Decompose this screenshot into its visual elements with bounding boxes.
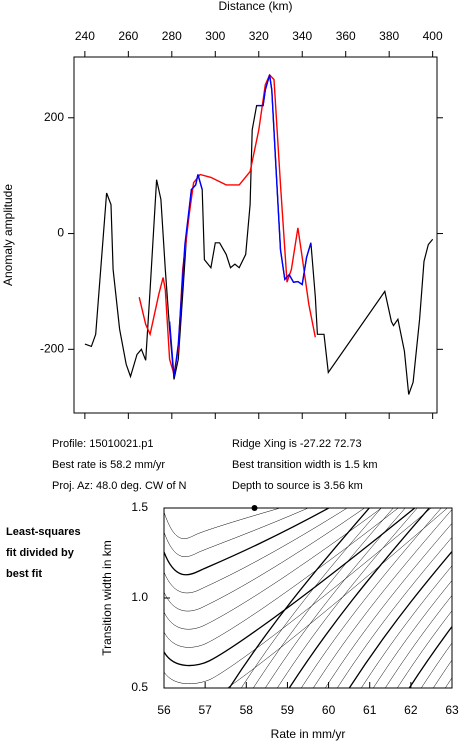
contour [288,508,431,688]
x-tick-label: 61 [363,703,377,717]
plot-frame [73,56,438,414]
x-tick-label: 320 [249,29,269,43]
y-tick-label: 1.5 [131,500,148,514]
contour [228,508,371,688]
info-text: Depth to source is 3.56 km [232,480,363,492]
info-text: Best transition width is 1.5 km [232,459,378,471]
contour [164,508,382,630]
contour [253,508,394,688]
info-text: Best rate is 58.2 mm/yr [52,459,165,471]
x-tick-label: 240 [75,29,95,43]
contour [164,508,331,576]
x-tick-label: 59 [281,703,295,717]
x-tick-label: 57 [198,703,212,717]
x-tick-label: 340 [292,29,312,43]
x-tick-label: 63 [445,703,459,717]
contour [397,610,452,688]
x-axis-label: Rate in mm/yr [271,727,346,741]
contour [277,508,418,688]
contour [241,508,382,688]
x-tick-label: 360 [336,29,356,43]
contour [348,550,452,688]
y-axis-label: Transition width in km [100,540,114,656]
contour [164,508,399,648]
info-text: Proj. Az: 48.0 deg. CW of N [52,480,187,492]
y-tick-label: 0 [57,226,64,240]
x-tick-label: 300 [205,29,225,43]
contour [164,508,416,667]
contour [164,508,281,539]
contour [361,565,452,688]
x-tick-label: 380 [379,29,399,43]
x-tick-label: 280 [162,29,182,43]
contour [164,508,432,684]
data-line [138,73,316,375]
contour [445,677,452,688]
x-tick-label: 58 [240,703,254,717]
x-axis-label: Distance (km) [218,0,292,13]
x-tick-label: 56 [157,703,171,717]
info-text: Profile: 15010021.p1 [52,438,154,450]
contour [373,580,452,688]
contour [164,508,309,557]
contour [313,509,452,688]
contour [433,659,452,688]
info-text: Ridge Xing is -27.22 72.73 [232,438,362,450]
contour [164,508,348,594]
contour [226,508,448,688]
contour [337,536,452,688]
x-tick-label: 60 [322,703,336,717]
best-fit-point [251,505,258,511]
contour-lines [164,498,467,690]
x-tick-label: 400 [423,29,443,43]
y-axis-label: Anomaly amplitude [1,184,15,286]
y-tick-label: 1.0 [131,590,148,604]
y-tick-label: -200 [40,341,64,355]
panel-label: best fit [6,568,42,580]
panel-label: fit divided by [6,547,75,559]
x-tick-label: 260 [118,29,138,43]
contour [421,642,452,688]
contour [408,625,452,688]
contour [325,522,452,688]
panel-label: Least-squares [6,526,81,538]
contour [456,498,467,690]
contour [385,594,452,688]
contour [301,508,442,688]
y-tick-label: 200 [44,110,64,124]
x-tick-label: 62 [404,703,418,717]
contour [265,508,406,688]
data-line [168,74,312,378]
contour [164,508,365,612]
y-tick-label: 0.5 [131,680,148,694]
data-line [84,74,434,395]
